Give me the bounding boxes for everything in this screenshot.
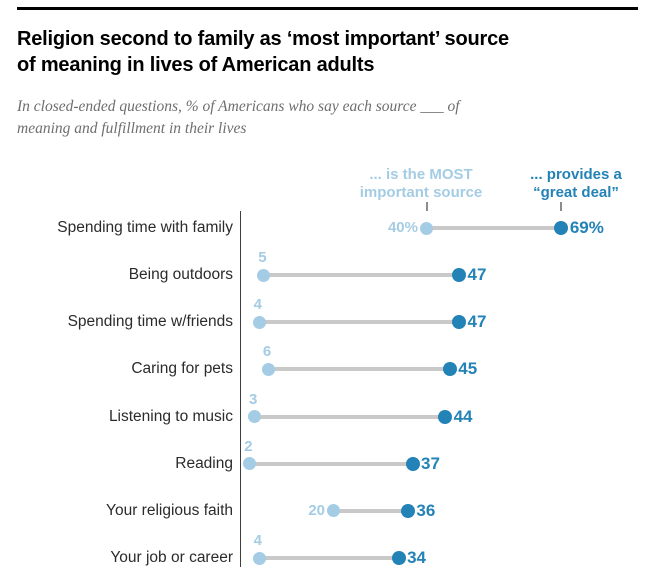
most-important-value: 20 — [308, 501, 325, 519]
most-important-value: 4 — [253, 532, 262, 550]
great-deal-value: 34 — [407, 548, 427, 568]
most-important-dot — [420, 221, 433, 235]
great-deal-dot — [438, 409, 453, 424]
chart-subtitle-line2: meaning and fulfillment in their lives — [17, 120, 247, 137]
row-label: Spending time with family — [57, 219, 233, 236]
most-important-dot — [327, 504, 340, 518]
most-important-value: 3 — [248, 390, 258, 408]
great-deal-value: 45 — [458, 359, 478, 379]
most-important-dot — [257, 268, 271, 282]
most-important-dot — [252, 551, 266, 565]
chart-subtitle: In closed-ended questions, % of American… — [17, 96, 642, 140]
row-label: Listening to music — [108, 407, 233, 425]
most-important-dot — [261, 362, 275, 376]
great-deal-dot — [405, 456, 420, 471]
great-deal-dot — [452, 268, 467, 283]
great-deal-value: 44 — [453, 406, 473, 426]
legend-tick-most-important — [425, 202, 428, 211]
dumbbell-connector — [254, 414, 446, 419]
row-label: Spending time w/friends — [67, 313, 233, 331]
most-important-value: 5 — [258, 249, 267, 267]
legend-great-deal-line2: “great deal” — [533, 184, 619, 201]
most-important-value: 4 — [253, 296, 262, 314]
legend-most-important-line1: ... is the MOST — [369, 166, 473, 183]
dumbbell-connector — [249, 461, 413, 466]
row-label: Reading — [175, 454, 233, 472]
great-deal-dot — [442, 362, 457, 377]
dumbbell-connector — [259, 320, 460, 325]
chart-subtitle-line1: In closed-ended questions, % of American… — [17, 98, 460, 115]
chart-title: Religion second to family as ‘most impor… — [17, 26, 642, 78]
dumbbell-connector — [259, 556, 399, 561]
most-important-value: 40% — [387, 219, 418, 236]
legend-provides-great-deal: ... provides a “great deal” — [491, 166, 657, 202]
most-important-dot — [243, 457, 257, 471]
row-label: Your job or career — [110, 549, 233, 567]
row-label: Your religious faith — [106, 501, 233, 519]
dumbbell-connector — [426, 226, 562, 230]
row-label: Being outdoors — [128, 266, 233, 284]
y-axis-line — [239, 211, 242, 567]
great-deal-dot — [452, 315, 467, 330]
great-deal-dot — [400, 503, 415, 518]
great-deal-value: 36 — [416, 500, 436, 520]
dumbbell-connector — [333, 508, 408, 513]
legend-great-deal-line1: ... provides a — [530, 166, 622, 183]
most-important-value: 6 — [262, 343, 272, 361]
chart-title-line2: of meaning in lives of American adults — [17, 54, 375, 76]
great-deal-dot — [554, 221, 569, 235]
great-deal-value: 37 — [421, 453, 440, 473]
great-deal-value: 47 — [467, 312, 487, 332]
dumbbell-connector — [263, 273, 460, 278]
great-deal-value: 69% — [569, 218, 604, 237]
row-label: Caring for pets — [131, 360, 233, 378]
chart-title-line1: Religion second to family as ‘most impor… — [17, 28, 509, 50]
top-rule — [17, 7, 638, 10]
legend-most-important-source: ... is the MOST important source — [321, 166, 521, 202]
great-deal-value: 47 — [467, 265, 487, 285]
legend-most-important-line2: important source — [359, 184, 483, 201]
most-important-value: 2 — [244, 437, 253, 455]
most-important-dot — [252, 315, 266, 329]
legend-tick-great-deal — [560, 202, 563, 211]
most-important-dot — [247, 410, 261, 424]
great-deal-dot — [391, 551, 406, 566]
dumbbell-connector — [268, 367, 450, 372]
